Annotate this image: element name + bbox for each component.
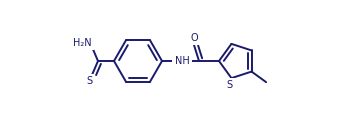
Text: H₂N: H₂N <box>73 38 91 48</box>
Text: NH: NH <box>175 56 189 66</box>
Text: S: S <box>226 80 233 90</box>
Text: O: O <box>190 33 198 43</box>
Text: S: S <box>86 76 92 86</box>
